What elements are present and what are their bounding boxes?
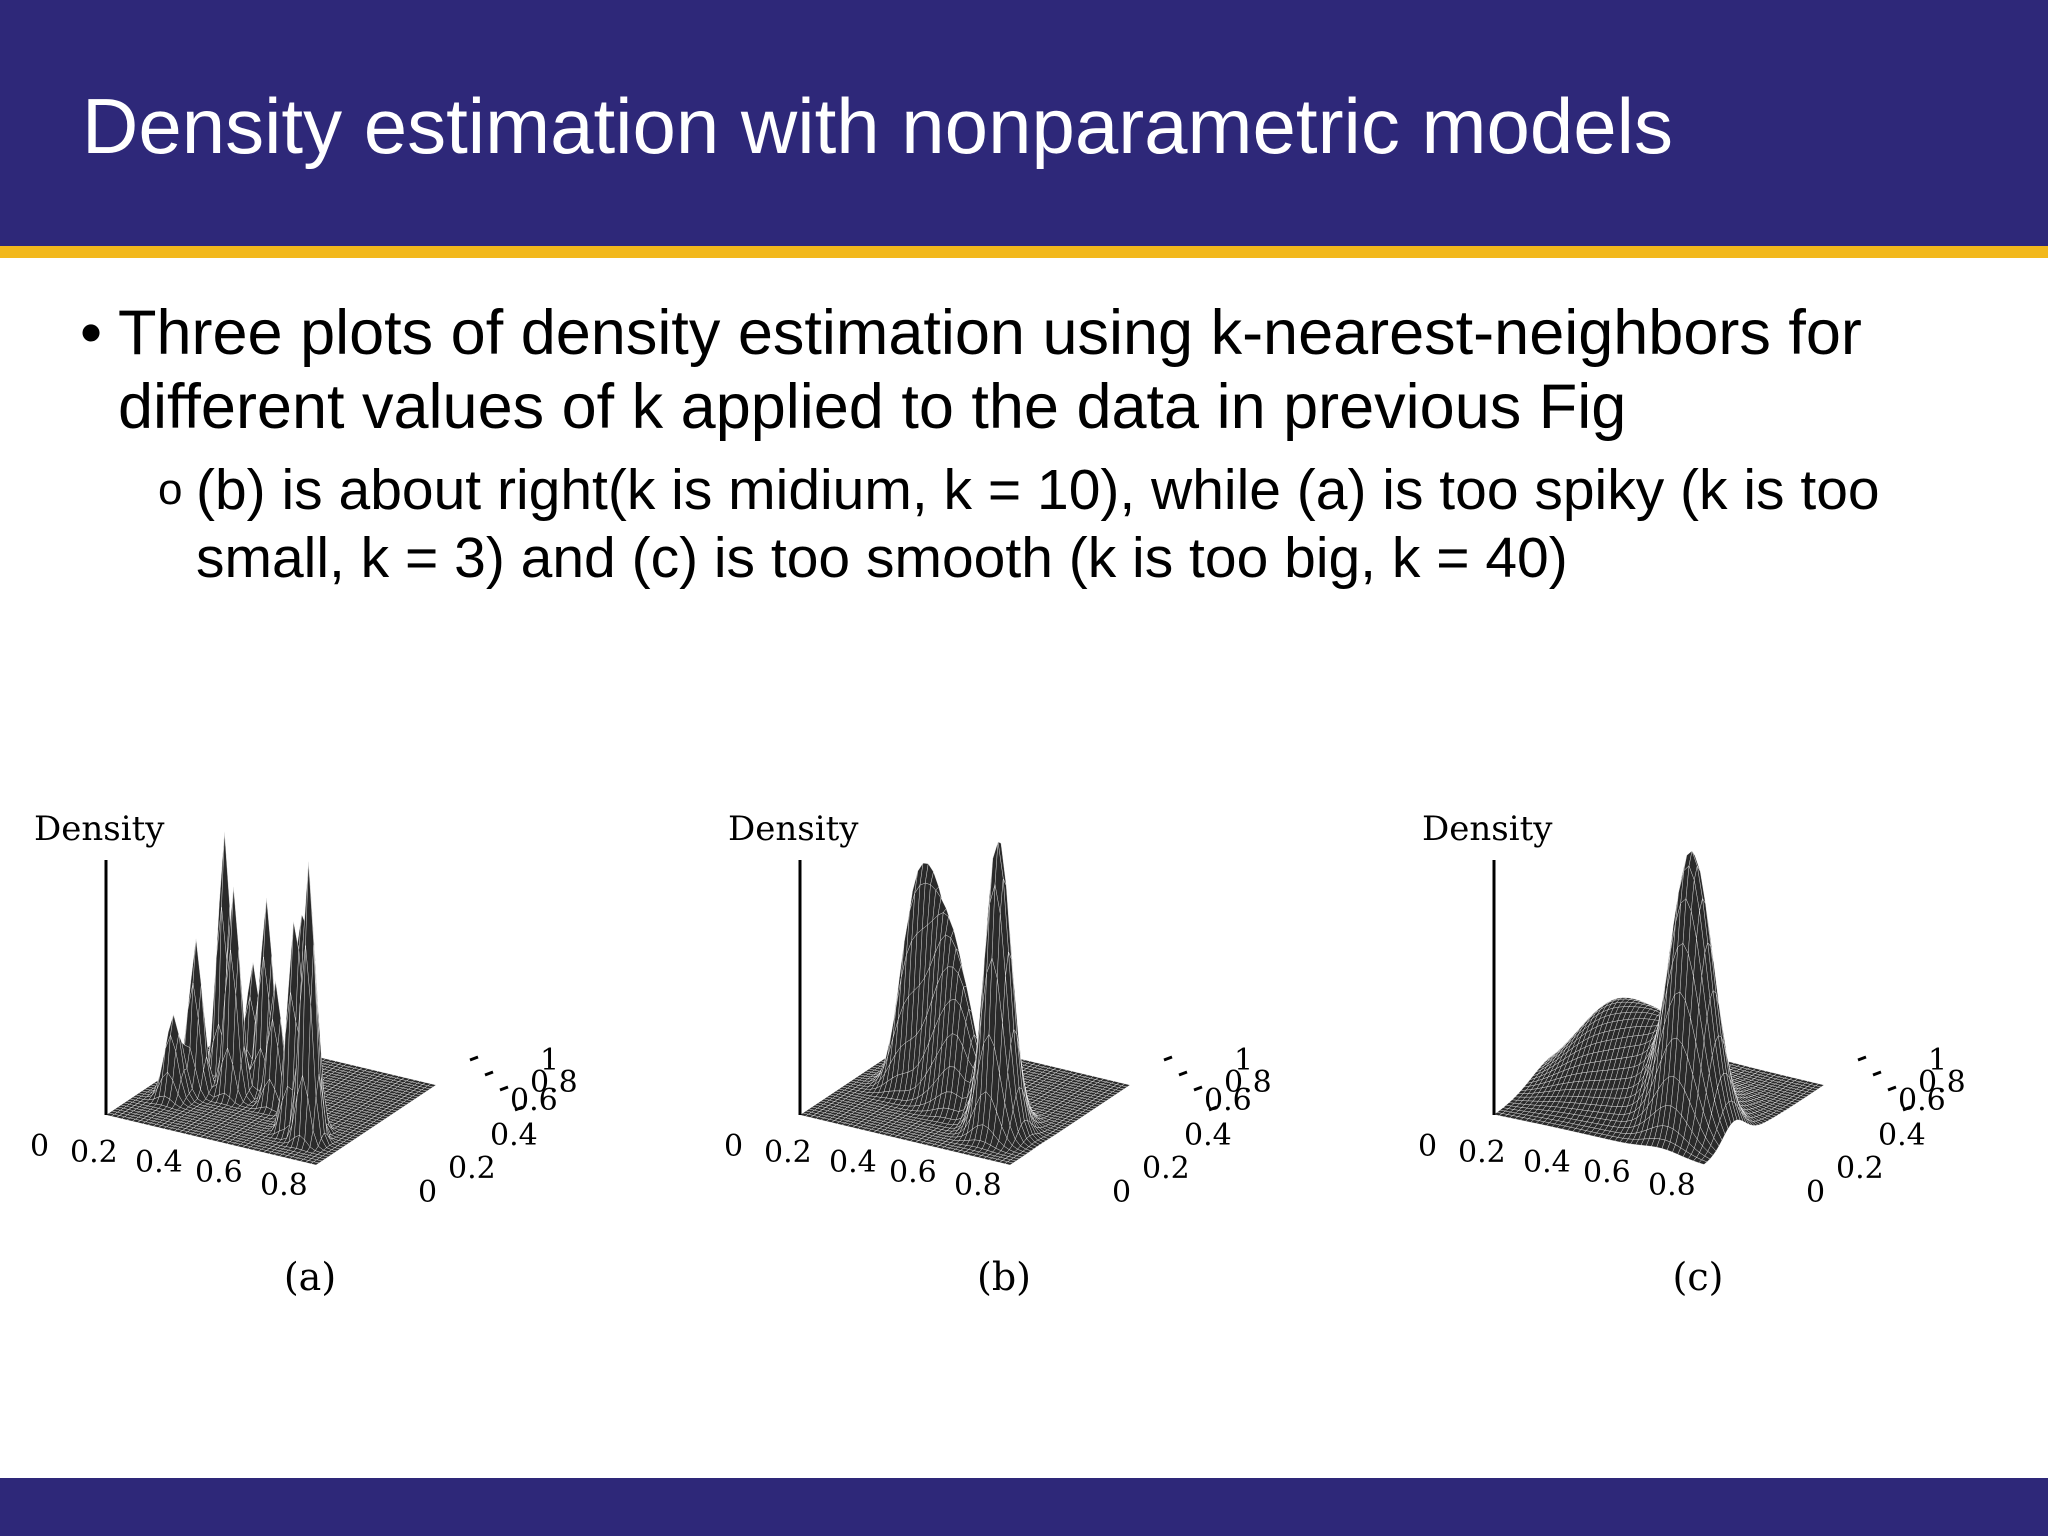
x-tick-label: 0.4 [829,1145,877,1180]
y-tick-mark [1178,1070,1188,1077]
slide-header: Density estimation with nonparametric mo… [0,0,2048,246]
x-tick-label: 0.4 [1523,1145,1571,1180]
x-tick-label: 0.6 [889,1155,937,1190]
y-tick-label: 0.8 [1224,1065,1272,1100]
density-axis-label: Density [34,809,165,849]
y-tick-mark [1208,1105,1218,1112]
bullet-marker: • [80,298,103,368]
x-tick-label: 0.6 [1583,1155,1631,1190]
density-axis-label: Density [728,809,859,849]
y-tick-label: 0.2 [448,1151,496,1186]
y-tick-mark [499,1085,509,1092]
y-tick-label: 0.4 [1184,1118,1232,1153]
y-tick-label: 0.6 [1204,1083,1252,1118]
surface-mesh [1493,850,1825,1165]
x-tick-label: 0.8 [1648,1168,1696,1203]
density-axis-label: Density [1422,809,1553,849]
y-tick-mark [484,1070,494,1077]
header-stripe [0,246,2048,258]
figure-caption: (a) [284,1255,336,1299]
surface-mesh [799,841,1131,1166]
sub-bullet-text: (b) is about right(k is midium, k = 10),… [196,458,1880,590]
figure-caption: (c) [1673,1255,1724,1299]
density-plot-c: Density 0 0.2 0.4 0.6 0.8 0 0.2 0.4 0.6 0.8 1 (c) [1418,770,2038,1330]
y-tick-mark [1193,1085,1203,1092]
y-tick-label: 0.4 [1878,1118,1926,1153]
y-tick-mark [514,1105,524,1112]
x-tick-label: 0.2 [764,1135,812,1170]
x-tick-label: 0.2 [1458,1135,1506,1170]
density-plot-a: Density 0 0.2 0.4 0.6 0.8 0 0.2 0.4 0.6 0.8 1 (a) [30,770,650,1330]
y-tick-label: 0 [418,1175,437,1210]
x-tick-label: 0.8 [260,1168,308,1203]
x-tick-label: 0.8 [954,1168,1002,1203]
slide-footer [0,1478,2048,1536]
y-tick-label: 0.2 [1142,1151,1190,1186]
surface-mesh [105,831,437,1166]
y-tick-label: 0.8 [1918,1065,1966,1100]
x-tick-label: 0.6 [195,1155,243,1190]
x-tick-label: 0 [1418,1129,1437,1164]
y-tick-label: 0 [1806,1175,1825,1210]
y-tick-label: 1 [1234,1043,1253,1078]
y-tick-label: 0 [1112,1175,1131,1210]
y-tick-label: 1 [1928,1043,1947,1078]
x-tick-label: 0.4 [135,1145,183,1180]
y-tick-mark [1857,1055,1867,1062]
sub-bullet-marker: o [158,465,183,514]
y-tick-label: 0.8 [530,1065,578,1100]
y-tick-label: 1 [540,1043,559,1078]
x-tick-label: 0 [724,1129,743,1164]
y-tick-mark [1872,1070,1882,1077]
x-tick-label: 0.2 [70,1135,118,1170]
y-tick-mark [1902,1105,1912,1112]
density-plot-b: Density 0 0.2 0.4 0.6 0.8 0 0.2 0.4 0.6 0.8 1 (b) [724,770,1344,1330]
figure-caption: (b) [977,1255,1031,1299]
y-tick-mark [1887,1085,1897,1092]
y-tick-label: 0.6 [1898,1083,1946,1118]
y-tick-label: 0.4 [490,1118,538,1153]
y-tick-mark [1163,1055,1173,1062]
y-tick-label: 0.6 [510,1083,558,1118]
y-tick-mark [469,1055,479,1062]
slide-title: Density estimation with nonparametric mo… [82,82,1674,170]
bullet-text: Three plots of density estimation using … [118,298,1862,442]
x-tick-label: 0 [30,1129,49,1164]
y-tick-label: 0.2 [1836,1151,1884,1186]
